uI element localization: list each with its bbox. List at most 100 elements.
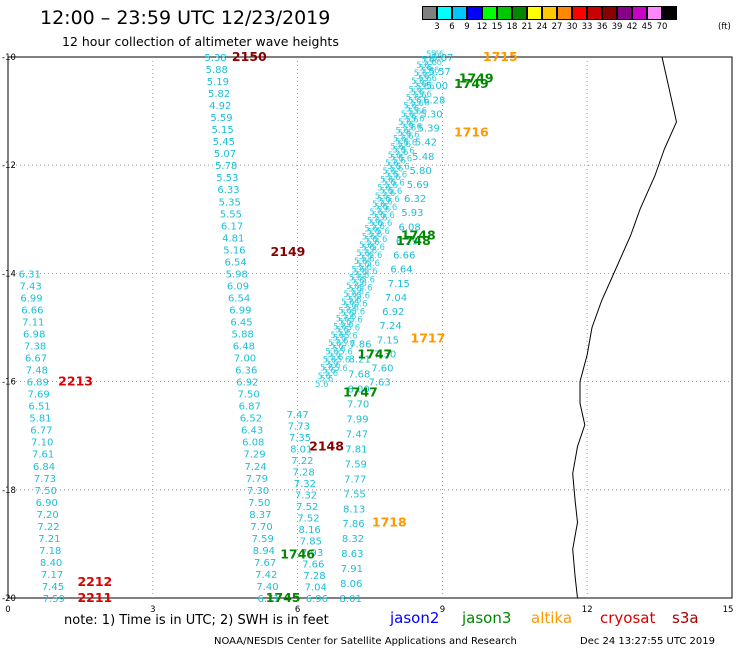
track-value: 7.24 bbox=[379, 321, 401, 332]
track-value-mark: 5.6 bbox=[348, 285, 362, 295]
track-value: 4.92 bbox=[209, 101, 231, 112]
track-value-mark: 5.6 bbox=[333, 334, 347, 344]
track-value: 7.22 bbox=[37, 522, 59, 533]
x-tick-label: 3 bbox=[150, 605, 155, 615]
track-value-mark: 5.6 bbox=[395, 148, 409, 158]
track-value-mark: 5.6 bbox=[401, 147, 415, 157]
track-value-mark: 5.6 bbox=[356, 271, 370, 281]
track-value-mark: 5.6 bbox=[343, 301, 357, 311]
colorbar-label: 12 bbox=[476, 22, 488, 32]
track-value-mark: 5.6 bbox=[396, 163, 410, 173]
track-value-mark: 5.6 bbox=[366, 259, 380, 269]
colorbar-swatch bbox=[497, 6, 512, 20]
track-value: 5.59 bbox=[210, 113, 232, 124]
track-value: 6.87 bbox=[239, 402, 261, 413]
track-value: 6.99 bbox=[229, 305, 251, 316]
colorbar-label: 33 bbox=[581, 22, 593, 32]
track-value: 7.50 bbox=[35, 486, 57, 497]
track-value-mark: 5.6 bbox=[394, 171, 408, 181]
track-value-mark: 5.6 bbox=[367, 227, 381, 237]
track-value-mark: 5.6 bbox=[371, 222, 385, 232]
pass-label: 2213 bbox=[58, 374, 93, 389]
track-value: 5.98 bbox=[226, 269, 248, 280]
colorbar-swatch bbox=[482, 6, 497, 20]
track-value-mark: 5.6 bbox=[406, 130, 420, 140]
track-value-mark: 5.6 bbox=[413, 106, 427, 116]
track-value-mark: 5.6 bbox=[404, 139, 418, 149]
track-value: 7.40 bbox=[256, 582, 278, 593]
colorbar-label: 39 bbox=[611, 22, 623, 32]
track-value: 7.28 bbox=[293, 468, 315, 479]
x-tick-label: 9 bbox=[440, 605, 445, 615]
track-value: 7.28 bbox=[303, 571, 325, 582]
track-value: 6.32 bbox=[404, 194, 426, 205]
track-value: 8.00 bbox=[348, 385, 370, 396]
track-value-mark: 5.6 bbox=[367, 216, 381, 226]
track-value-mark: 5.6 bbox=[325, 347, 339, 357]
track-value: 6.54 bbox=[228, 293, 250, 304]
track-value: 7.29 bbox=[243, 450, 265, 461]
track-value-mark: 5.6 bbox=[327, 361, 341, 371]
track-value-mark: 5.6 bbox=[423, 74, 437, 84]
track-value: 7.59 bbox=[345, 459, 367, 470]
track-value: 8.37 bbox=[249, 510, 271, 521]
track-value: 6.64 bbox=[390, 265, 412, 276]
track-value-mark: 5.6 bbox=[379, 197, 393, 207]
colorbar-swatch bbox=[422, 6, 437, 20]
track-value: 6.36 bbox=[235, 366, 257, 377]
track-value: 7.20 bbox=[36, 510, 58, 521]
track-value: 8.21 bbox=[349, 355, 371, 366]
pass-label: 1717 bbox=[411, 330, 446, 345]
track-value: 7.93 bbox=[301, 548, 323, 559]
track-value: 7.73 bbox=[288, 422, 310, 433]
track-value: 6.84 bbox=[33, 462, 55, 473]
track-value-mark: 5.6 bbox=[354, 299, 368, 309]
pass-label: 1716 bbox=[454, 125, 489, 140]
colorbar-label: 6 bbox=[449, 22, 455, 32]
track-value: 5.16 bbox=[223, 245, 245, 256]
legend-cryosat: cryosat bbox=[600, 609, 656, 627]
track-value: 6.92 bbox=[382, 307, 404, 318]
track-value-mark: 5.6 bbox=[333, 323, 347, 333]
y-tick-label: -10 bbox=[2, 53, 16, 63]
track-value: 7.59 bbox=[43, 594, 65, 605]
track-value: 7.79 bbox=[246, 474, 268, 485]
track-value: 8.40 bbox=[40, 558, 62, 569]
track-value-mark: 5.6 bbox=[337, 356, 351, 366]
track-value: 6.51 bbox=[28, 402, 50, 413]
track-value-mark: 5.6 bbox=[338, 317, 352, 327]
track-value: 7.32 bbox=[295, 491, 317, 502]
track-value-mark: 5.6 bbox=[390, 143, 404, 153]
track-value-mark: 5.6 bbox=[380, 186, 394, 196]
track-value: 5.88 bbox=[232, 330, 254, 341]
track-value-mark: 5.6 bbox=[357, 291, 371, 301]
track-value-mark: 5.6 bbox=[416, 61, 430, 71]
track-value-mark: 5.6 bbox=[384, 203, 398, 213]
track-value-mark: 5.6 bbox=[388, 151, 402, 161]
track-value-mark: 5.6 bbox=[390, 165, 404, 175]
track-value-mark: 5.6 bbox=[371, 243, 385, 253]
page-title: 12:00 – 23:59 UTC 12/23/2019 bbox=[40, 7, 331, 29]
colorbar-label: 15 bbox=[491, 22, 503, 32]
pass-label: 2148 bbox=[309, 439, 344, 454]
track-value-mark: 5.6 bbox=[406, 94, 420, 104]
track-value-mark: 5.6 bbox=[419, 64, 433, 74]
track-value: 6.66 bbox=[21, 305, 43, 316]
track-value-mark: 5.6 bbox=[399, 155, 413, 165]
track-value: 5.35 bbox=[219, 197, 241, 208]
track-value-mark: 5.6 bbox=[421, 55, 435, 65]
note-text: note: 1) Time is in UTC; 2) SWH is in fe… bbox=[64, 613, 329, 628]
pass-label: 1718 bbox=[372, 514, 407, 529]
track-value-mark: 5.6 bbox=[349, 316, 363, 326]
track-value-mark: 5.6 bbox=[351, 276, 365, 286]
track-value: 6.89 bbox=[27, 378, 49, 389]
track-value: 6.48 bbox=[233, 342, 255, 353]
track-value-mark: 5.6 bbox=[354, 257, 368, 267]
x-tick-label: 12 bbox=[582, 605, 593, 615]
track-value: 7.59 bbox=[252, 534, 274, 545]
track-value: 7.73 bbox=[34, 474, 56, 485]
track-value-mark: 5.6 bbox=[409, 122, 423, 132]
track-value-mark: 5.6 bbox=[369, 219, 383, 229]
colorbar-label: 9 bbox=[464, 22, 470, 32]
track-value: 5.69 bbox=[407, 180, 429, 191]
